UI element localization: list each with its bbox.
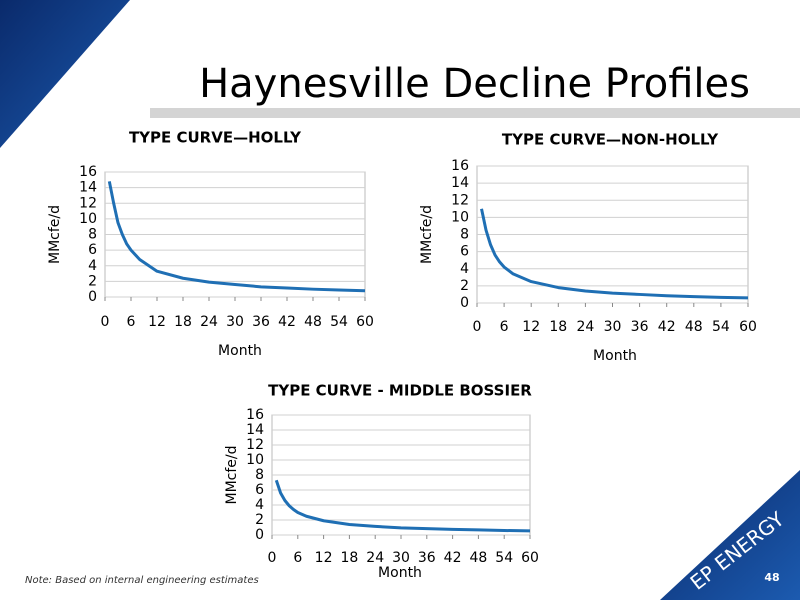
y-axis-label: MMcfe/d	[47, 205, 63, 264]
y-tick-label: 14	[246, 422, 264, 438]
x-tick-label: 42	[658, 319, 676, 335]
y-tick-label: 8	[255, 467, 264, 483]
x-tick-label: 60	[356, 314, 374, 330]
y-tick-label: 14	[79, 180, 97, 196]
x-tick-label: 24	[366, 550, 384, 566]
y-tick-label: 8	[460, 227, 469, 243]
y-tick-label: 6	[460, 244, 469, 260]
x-tick-label: 24	[576, 319, 594, 335]
x-tick-label: 6	[500, 319, 509, 335]
x-tick-label: 0	[101, 314, 110, 330]
x-tick-label: 60	[739, 319, 757, 335]
note: Note: Based on internal engineering esti…	[25, 575, 259, 586]
y-tick-label: 14	[451, 175, 469, 191]
chart-title: TYPE CURVE - MIDDLE BOSSIER	[268, 382, 532, 400]
y-tick-label: 4	[255, 497, 264, 513]
y-tick-label: 4	[88, 258, 97, 274]
y-tick-label: 2	[460, 278, 469, 294]
y-tick-label: 12	[246, 437, 264, 453]
y-tick-label: 0	[460, 295, 469, 311]
y-tick-label: 10	[79, 211, 97, 227]
x-tick-label: 48	[685, 319, 703, 335]
x-tick-label: 42	[444, 550, 462, 566]
x-tick-label: 54	[712, 319, 730, 335]
y-tick-label: 8	[88, 227, 97, 243]
x-tick-label: 6	[127, 314, 136, 330]
y-axis-label: MMcfe/d	[224, 445, 240, 504]
y-tick-label: 16	[451, 158, 469, 174]
x-tick-label: 24	[200, 314, 218, 330]
x-tick-label: 0	[473, 319, 482, 335]
y-tick-label: 2	[255, 512, 264, 528]
x-tick-label: 12	[148, 314, 166, 330]
y-tick-label: 10	[451, 209, 469, 225]
chart-title: TYPE CURVE—HOLLY	[129, 129, 302, 147]
x-tick-label: 30	[392, 550, 410, 566]
x-tick-label: 36	[252, 314, 270, 330]
x-tick-label: 18	[549, 319, 567, 335]
x-axis-label: Month	[593, 348, 637, 364]
x-tick-label: 18	[174, 314, 192, 330]
x-tick-label: 12	[522, 319, 540, 335]
x-tick-label: 54	[495, 550, 513, 566]
x-axis-label: Month	[218, 343, 262, 359]
page-number: 48	[764, 571, 779, 584]
y-tick-label: 10	[246, 452, 264, 468]
slide-title: Haynesville Decline Profiles	[199, 61, 750, 107]
x-tick-label: 36	[631, 319, 649, 335]
series-line	[274, 479, 531, 533]
x-tick-label: 36	[418, 550, 436, 566]
x-tick-label: 48	[469, 550, 487, 566]
corner-decoration	[660, 470, 800, 600]
y-tick-label: 12	[79, 195, 97, 211]
corner-decoration	[0, 0, 130, 148]
y-tick-label: 16	[79, 164, 97, 180]
x-tick-label: 60	[521, 550, 539, 566]
y-tick-label: 6	[88, 242, 97, 258]
x-axis-label: Month	[378, 565, 422, 581]
y-tick-label: 0	[255, 527, 264, 543]
y-tick-label: 6	[255, 482, 264, 498]
x-tick-label: 48	[304, 314, 322, 330]
y-axis-label: MMcfe/d	[419, 205, 435, 264]
y-tick-label: 4	[460, 261, 469, 277]
x-tick-label: 12	[315, 550, 333, 566]
x-tick-label: 18	[340, 550, 358, 566]
x-tick-label: 0	[268, 550, 277, 566]
series-line	[107, 181, 366, 293]
y-tick-label: 2	[88, 273, 97, 289]
y-tick-label: 16	[246, 407, 264, 423]
title-bar	[150, 108, 800, 118]
y-tick-label: 12	[451, 192, 469, 208]
x-tick-label: 54	[330, 314, 348, 330]
chart-title: TYPE CURVE—NON-HOLLY	[502, 131, 719, 149]
x-tick-label: 30	[226, 314, 244, 330]
y-tick-label: 0	[88, 289, 97, 305]
x-tick-label: 30	[604, 319, 622, 335]
x-tick-label: 6	[293, 550, 302, 566]
x-tick-label: 42	[278, 314, 296, 330]
series-line	[480, 208, 749, 300]
